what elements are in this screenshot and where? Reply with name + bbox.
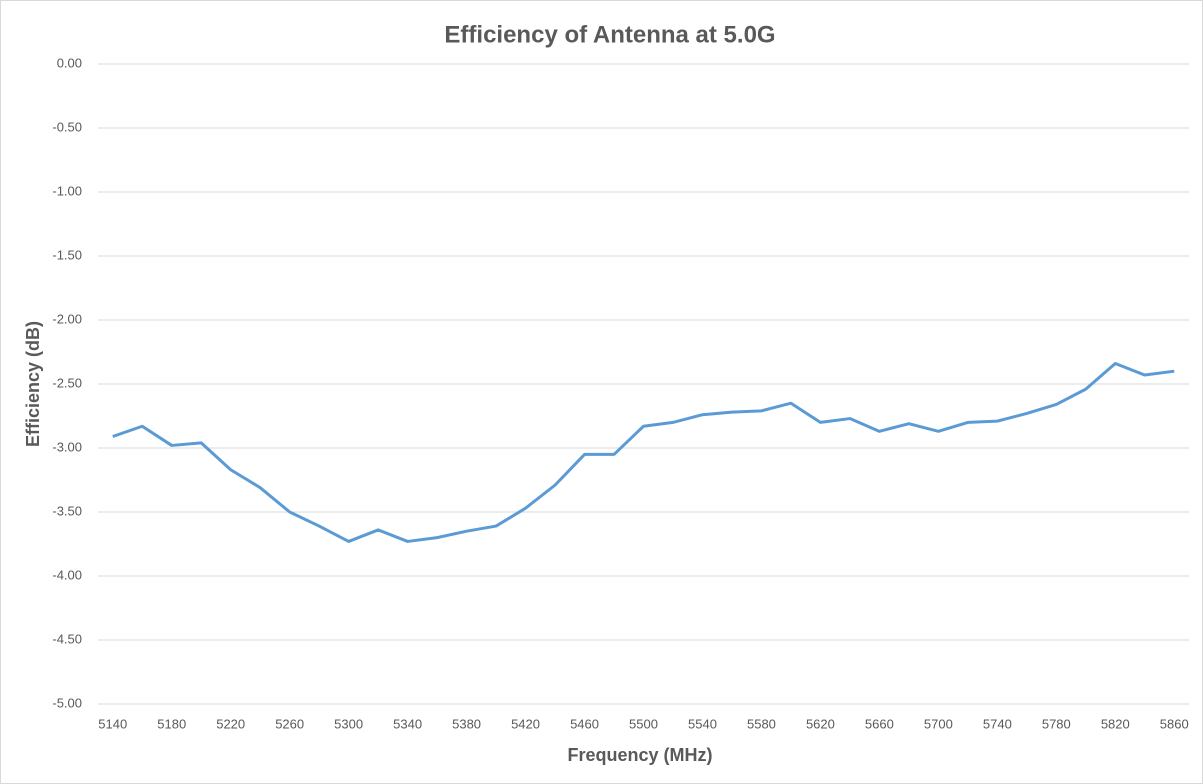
x-tick-label: 5220 <box>216 716 245 731</box>
x-tick-label: 5500 <box>629 716 658 731</box>
x-tick-label: 5820 <box>1101 716 1130 731</box>
chart-title: Efficiency of Antenna at 5.0G <box>444 21 775 48</box>
y-tick-label: -0.50 <box>52 119 82 134</box>
y-tick-label: 0.00 <box>57 55 82 70</box>
y-tick-label: -1.00 <box>52 183 82 198</box>
y-tick-label: -4.50 <box>52 631 82 646</box>
x-tick-label: 5460 <box>570 716 599 731</box>
x-tick-label: 5340 <box>393 716 422 731</box>
y-tick-label: -2.00 <box>52 311 82 326</box>
x-tick-label: 5620 <box>806 716 835 731</box>
y-tick-label: -3.00 <box>52 439 82 454</box>
x-tick-label: 5300 <box>334 716 363 731</box>
x-axis-label: Frequency (MHz) <box>567 745 712 765</box>
x-tick-label: 5380 <box>452 716 481 731</box>
y-tick-label: -4.00 <box>52 567 82 582</box>
x-tick-label: 5740 <box>983 716 1012 731</box>
x-tick-label: 5580 <box>747 716 776 731</box>
x-tick-label: 5140 <box>98 716 127 731</box>
x-tick-label: 5780 <box>1042 716 1071 731</box>
x-tick-label: 5700 <box>924 716 953 731</box>
x-tick-label: 5420 <box>511 716 540 731</box>
y-tick-label: -1.50 <box>52 247 82 262</box>
data-line <box>112 362 1175 543</box>
x-tick-label: 5180 <box>157 716 186 731</box>
x-tick-label: 5660 <box>865 716 894 731</box>
y-tick-label: -3.50 <box>52 503 82 518</box>
x-tick-label: 5260 <box>275 716 304 731</box>
y-tick-label: -2.50 <box>52 375 82 390</box>
y-tick-label: -5.00 <box>52 695 82 710</box>
x-tick-label: 5860 <box>1160 716 1189 731</box>
x-tick-label: 5540 <box>688 716 717 731</box>
y-axis-label: Efficiency (dB) <box>23 321 43 447</box>
